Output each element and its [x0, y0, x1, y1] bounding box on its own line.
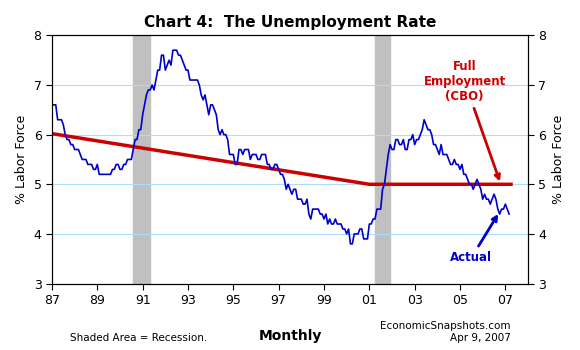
- Text: Full
Employment
(CBO): Full Employment (CBO): [423, 60, 506, 179]
- Text: Actual: Actual: [450, 217, 496, 264]
- Text: EconomicSnapshots.com
Apr 9, 2007: EconomicSnapshots.com Apr 9, 2007: [380, 321, 510, 343]
- Title: Chart 4:  The Unemployment Rate: Chart 4: The Unemployment Rate: [144, 15, 436, 30]
- Text: Monthly: Monthly: [258, 329, 322, 343]
- Y-axis label: % Labor Force: % Labor Force: [15, 115, 28, 204]
- Bar: [375, 35, 390, 284]
- Bar: [133, 35, 150, 284]
- Y-axis label: % Labor Force: % Labor Force: [552, 115, 565, 204]
- Text: Shaded Area = Recession.: Shaded Area = Recession.: [70, 333, 207, 343]
